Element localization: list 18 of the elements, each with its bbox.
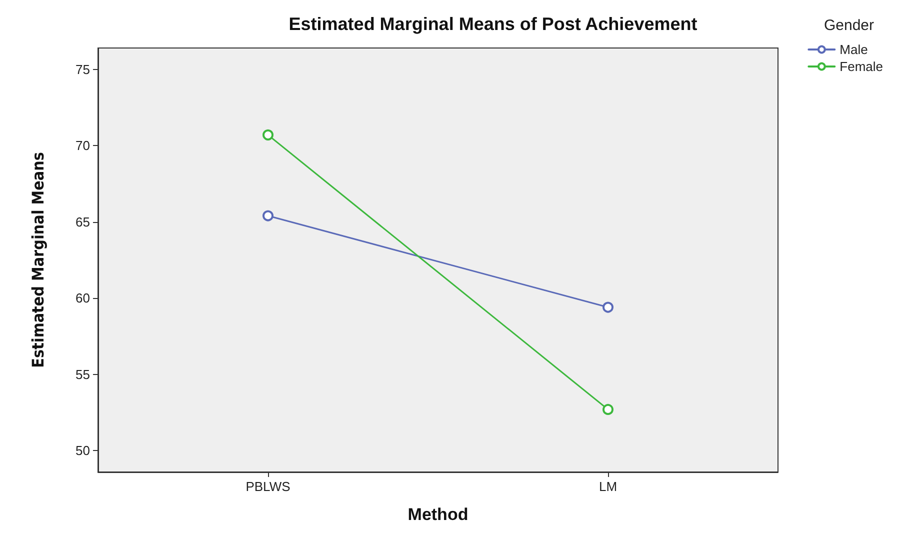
y-tick-label: 70: [76, 138, 90, 154]
legend-title: Gender: [824, 17, 874, 34]
point: [262, 210, 274, 222]
chart-title: Estimated Marginal Means of Post Achievement: [288, 14, 698, 34]
x-tick-label: PBLWS: [246, 479, 291, 494]
point: [602, 404, 614, 415]
y-axis-title: Estimated Marginal Means: [28, 152, 48, 368]
y-tick-label: 50: [76, 443, 90, 458]
y-tick-label: 65: [76, 214, 90, 230]
y-tick-label: 75: [76, 62, 90, 77]
legend-label: Female: [840, 59, 884, 74]
legend-label: Male: [840, 42, 868, 57]
x-axis-title: Method: [408, 505, 468, 524]
y-tick-label: 55: [76, 366, 90, 382]
point: [602, 302, 614, 313]
point: [262, 129, 274, 140]
y-tick-label: 60: [76, 290, 90, 306]
x-tick-label: LM: [598, 479, 618, 494]
